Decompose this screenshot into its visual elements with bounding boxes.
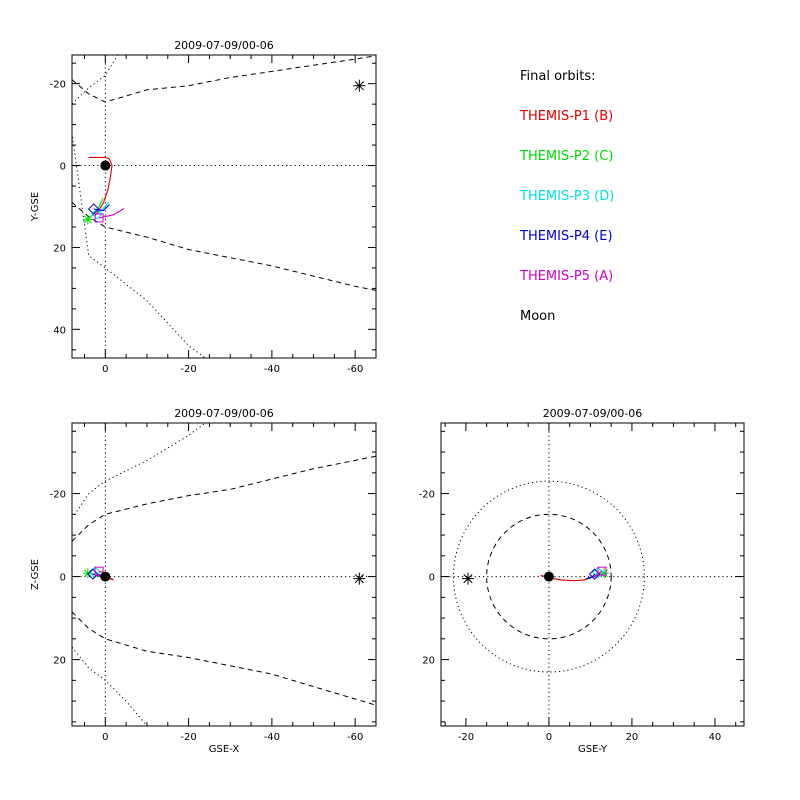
panel-title: 2009-07-09/00-06 [543,407,643,420]
panel-plot-area [72,55,376,358]
x-tick-label: -20 [458,732,474,743]
orbit-series-p4 [93,204,110,212]
magnetopause-boundary-0 [72,611,376,706]
magnetopause-circle-0 [486,513,612,640]
asterisk-stroke [83,569,92,578]
orbit-series-p5 [98,208,125,219]
bow-shock-boundary-3 [72,132,206,358]
panel-ticks [72,423,377,726]
x-tick-label: 0 [102,732,108,743]
x-tick-label: 0 [102,364,108,375]
x-tick-label: -60 [347,732,363,743]
y-axis-label: Y-GSE [30,192,41,222]
diamond-marker [91,208,103,220]
orbit-marker-p4 [87,568,99,580]
y-axis-label: Z-GSE [30,559,41,590]
asterisk-stroke [83,215,92,224]
x-tick-label: 20 [626,732,639,743]
panel-ticks [72,55,377,358]
earth-marker [100,160,111,171]
legend-entry-p2: THEMIS-P2 (C) [519,149,613,164]
x-tick-label: -40 [264,364,280,375]
x-tick-label: -20 [180,732,196,743]
square-marker [94,213,104,223]
moon-marker [461,572,474,585]
bow-shock-boundary-3 [72,423,206,519]
x-axis-label: GSE-Y [578,744,608,755]
orbit-marker-p4 [87,203,100,215]
orbit-series-p3 [589,572,599,580]
y-tick-label: -20 [50,490,66,501]
panel-plot-area [441,423,744,726]
panel-plot-area [72,423,376,726]
orbit-marker-p2 [82,214,93,225]
x-tick-label: 0 [546,732,552,743]
orbit-series-p3 [96,202,110,215]
diamond-marker [87,203,100,215]
magnetopause-boundary-0 [72,55,376,103]
diamond-marker [592,566,604,579]
orbit-legend: Final orbits: THEMIS-P1 (B) THEMIS-P2 (C… [519,69,614,324]
panel-frame [71,54,377,359]
moon-asterisk-stroke [354,81,364,91]
magnetopause-boundary-1 [72,455,376,542]
orbit-marker-p5 [94,566,104,576]
bow-shock-boundary-2 [72,55,119,105]
y-tick-label: 40 [53,325,66,336]
panel-title: 2009-07-09/00-06 [174,407,274,420]
y-tick-label: 0 [60,573,66,584]
x-tick-label: -60 [347,364,363,375]
bow-shock-boundary-2 [72,646,148,726]
bow-shock-circle-1 [452,480,645,673]
earth-marker [543,571,554,582]
x-axis-label: GSE-X [209,744,240,755]
x-tick-label: 40 [709,732,722,743]
orbit-marker-p3 [592,566,604,579]
orbit-series-p1 [88,156,113,217]
legend-entry-p4: THEMIS-P4 (E) [519,229,613,244]
orbit-panel-3: -20 0 20 40 20 0 -20 2009-07-09/00-06 GSE-Y [419,407,745,755]
x-tick-label: -40 [264,732,280,743]
legend-entry-p5: THEMIS-P5 (A) [519,269,613,284]
moon-asterisk-stroke [463,574,473,584]
square-marker [597,566,607,576]
square-marker [94,566,104,576]
y-tick-label: 0 [60,162,66,173]
orbit-marker-p3 [91,208,103,220]
panel-ticks [441,423,744,726]
moon-marker [353,79,366,92]
panel-title: 2009-07-09/00-06 [174,39,274,52]
y-tick-label: -20 [419,490,435,501]
moon-asterisk-stroke [354,574,364,584]
diamond-marker [87,568,99,580]
earth-marker [100,571,111,582]
panel-frame [71,422,377,727]
orbit-panel-2: 0 -20 -40 -60 20 0 -20 2009-07-09/00-06 GSE-X Z-G… [30,407,377,755]
y-tick-label: 20 [53,243,66,254]
legend-entry-p3: THEMIS-P3 (D) [519,189,614,204]
orbit-marker-p5 [94,213,104,223]
y-tick-label: 0 [429,573,435,584]
moon-marker [353,572,366,585]
y-tick-label: -20 [50,80,66,91]
legend-entry-p1: THEMIS-P1 (B) [519,109,613,124]
orbit-marker-p5 [597,566,607,576]
legend-entry-moon: Moon [520,309,555,324]
panel-frame [440,422,745,727]
y-tick-label: 20 [53,656,66,667]
orbit-panel-1: 0 -20 -40 -60 -20 0 20 40 2009-07-09/00-06 Y-GSE [30,39,377,375]
x-tick-label: -20 [180,364,196,375]
legend-header: Final orbits: [520,69,596,84]
y-tick-label: 20 [422,656,435,667]
